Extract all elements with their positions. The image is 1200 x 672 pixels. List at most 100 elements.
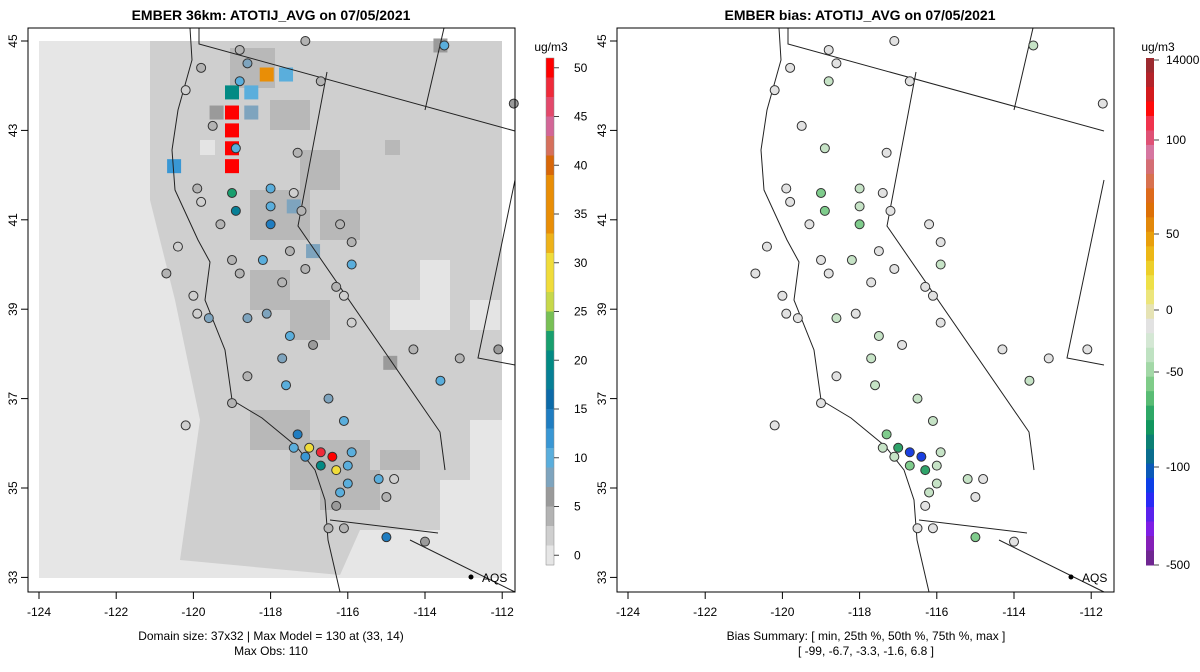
- x-tick-label: -124: [616, 605, 640, 619]
- y-tick-label: 39: [595, 302, 609, 316]
- bias-point: [978, 474, 989, 485]
- station-point: [234, 76, 245, 87]
- x-tick-label: -112: [491, 605, 514, 619]
- bias-point: [904, 76, 915, 87]
- bias-point: [1028, 40, 1039, 51]
- bias-point: [769, 85, 780, 96]
- left-x-axis: -124 -122 -120 -118 -116 -114 -112: [27, 592, 514, 619]
- bias-point: [819, 205, 830, 216]
- colorbar-segment: [1146, 86, 1154, 102]
- station-point: [454, 353, 465, 364]
- station-point: [315, 76, 326, 87]
- colorbar-segment: [546, 97, 554, 117]
- grid-cell: [290, 300, 330, 340]
- station-point: [180, 85, 191, 96]
- bias-point: [796, 120, 807, 131]
- colorbar-segment: [546, 350, 554, 371]
- colorbar-segment: [1146, 101, 1154, 117]
- colorbar-segment: [546, 487, 554, 507]
- boundary-line: [918, 519, 1028, 534]
- colorbar-segment: [546, 389, 554, 410]
- x-tick-label: -124: [27, 605, 51, 619]
- colorbar-tick-label: 10: [574, 451, 588, 465]
- colorbar-segment: [1146, 289, 1154, 305]
- station-point: [381, 532, 392, 543]
- station-point: [373, 474, 384, 485]
- observation-points: [161, 36, 519, 547]
- aqs-marker: AQS: [1068, 571, 1107, 585]
- state-boundaries: [171, 27, 516, 593]
- station-point: [346, 237, 357, 248]
- bias-point: [870, 380, 881, 391]
- station-point: [242, 58, 253, 69]
- bias-point: [912, 523, 923, 534]
- colorbar-segment: [546, 194, 554, 215]
- bias-point: [781, 308, 792, 319]
- state-boundaries: [760, 27, 1105, 593]
- colorbar-segment: [1146, 173, 1154, 189]
- bias-panel: EMBER bias: ATOTIJ_AVG on 07/05/2021 -12…: [595, 7, 1200, 658]
- bias-point: [889, 263, 900, 274]
- station-point: [331, 281, 342, 292]
- bias-point: [920, 500, 931, 511]
- colorbar-segment: [546, 155, 554, 176]
- station-point: [300, 36, 311, 46]
- bias-point: [912, 393, 923, 404]
- x-tick-label: -114: [413, 605, 436, 619]
- station-point: [389, 474, 400, 485]
- bias-point: [920, 281, 931, 292]
- x-tick-label: -122: [693, 605, 717, 619]
- bias-point: [761, 241, 772, 252]
- bias-point: [904, 460, 915, 471]
- bias-point: [924, 487, 935, 498]
- station-point: [346, 259, 357, 270]
- bias-point: [823, 76, 834, 87]
- station-point: [265, 219, 276, 230]
- colorbar-segment: [1146, 333, 1154, 349]
- right-footer-line1: Bias Summary: [ min, 25th %, 50th %, 75t…: [727, 629, 1006, 643]
- grid-cell: [385, 140, 400, 155]
- colorbar-tick-label: 25: [574, 305, 588, 319]
- station-point: [230, 143, 241, 154]
- colorbar-segment: [546, 116, 554, 137]
- bias-point: [785, 196, 796, 207]
- station-point: [234, 44, 245, 55]
- bias-point: [1024, 375, 1035, 386]
- grid-cell: [390, 300, 450, 330]
- bias-point: [916, 451, 927, 462]
- boundary-line: [1013, 27, 1034, 111]
- colorbar-tick-label: 30: [574, 256, 588, 270]
- station-point: [261, 308, 272, 319]
- bias-point: [935, 259, 946, 270]
- bias-point: [792, 313, 803, 324]
- colorbar-segment: [1146, 231, 1154, 247]
- colorbar-tick-label: 45: [574, 110, 588, 124]
- colorbar-tick-label: 15: [574, 402, 588, 416]
- bias-point: [970, 491, 981, 502]
- station-point: [277, 277, 288, 288]
- station-point: [315, 447, 326, 458]
- colorbar-segment: [546, 545, 554, 566]
- station-point: [227, 255, 237, 266]
- bias-point: [877, 442, 888, 453]
- station-point: [196, 196, 207, 207]
- boundary-line: [787, 28, 1105, 132]
- boundary-line: [998, 539, 1105, 593]
- x-tick-label: -118: [259, 605, 282, 619]
- bias-points: [750, 36, 1108, 547]
- bias-point: [962, 474, 973, 485]
- bias-point: [777, 290, 788, 301]
- station-point: [346, 317, 357, 328]
- colorbar-segment: [1146, 144, 1154, 160]
- station-point: [327, 451, 338, 462]
- colorbar-segment: [1146, 478, 1154, 494]
- bias-point: [866, 353, 877, 364]
- bias-point: [935, 447, 946, 458]
- colorbar-segment: [1146, 318, 1154, 334]
- y-tick-label: 43: [6, 123, 20, 137]
- colorbar-segment: [1146, 521, 1154, 537]
- boundary-line: [198, 28, 516, 132]
- colorbar-segment: [1146, 507, 1154, 523]
- colorbar-segment: [546, 331, 554, 351]
- grid-cell-highlight: [306, 244, 321, 259]
